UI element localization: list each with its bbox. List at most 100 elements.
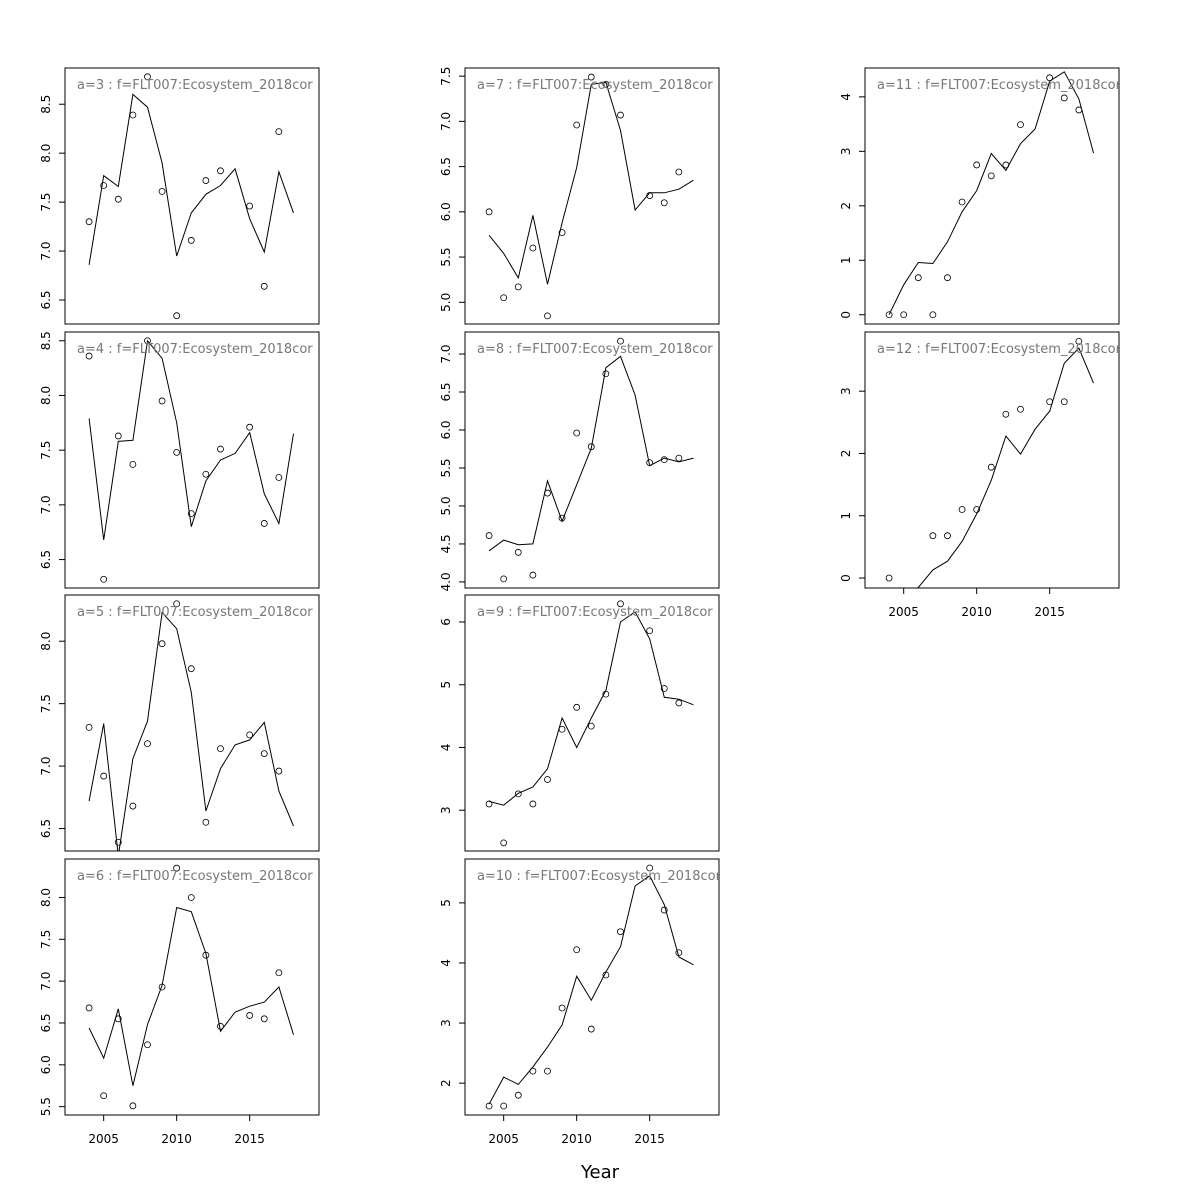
observed-point xyxy=(1060,398,1068,406)
observed-point xyxy=(187,894,195,901)
observed-point xyxy=(558,725,566,733)
observed-point xyxy=(158,187,166,195)
y-tick-label: 8.5 xyxy=(39,95,53,114)
observed-point xyxy=(558,229,566,237)
observed-point xyxy=(646,192,654,199)
panel-frame xyxy=(464,858,720,1116)
plot-area xyxy=(85,864,294,1110)
observed-point xyxy=(129,111,137,119)
panel-title: a=8 : f=FLT007:Ecosystem_2018cor xyxy=(477,342,713,357)
x-tick-label: 2005 xyxy=(888,605,919,619)
observed-point xyxy=(500,839,508,847)
y-tick-label: 4 xyxy=(839,93,853,101)
panel: a=10 : f=FLT007:Ecosystem_2018cor 2 3 4 5 200… xyxy=(439,858,720,1146)
panel-frame xyxy=(64,858,320,1116)
observed-point xyxy=(573,121,581,129)
y-tick-label: 7.0 xyxy=(439,344,453,363)
y-tick-label: 7.0 xyxy=(39,495,53,514)
observed-point xyxy=(1060,94,1068,102)
y-tick-label: 3 xyxy=(439,1019,453,1027)
observed-point xyxy=(617,111,624,119)
y-tick-label: 8.0 xyxy=(39,386,53,405)
panel: a=9 : f=FLT007:Ecosystem_2018cor 3 4 5 6 xyxy=(439,594,720,852)
observed-point xyxy=(173,600,181,608)
observed-point xyxy=(944,274,951,282)
y-tick-label: 6.5 xyxy=(39,1013,53,1032)
y-tick-label: 7.0 xyxy=(39,242,53,261)
observed-point xyxy=(217,445,224,453)
observed-point xyxy=(1046,398,1054,406)
fit-line xyxy=(88,339,294,540)
observed-point xyxy=(1046,74,1054,82)
observed-point xyxy=(602,971,610,979)
observed-point xyxy=(514,1091,522,1099)
observed-point xyxy=(187,665,195,673)
observed-point xyxy=(558,1004,566,1012)
panel-title: a=9 : f=FLT007:Ecosystem_2018cor xyxy=(477,605,713,620)
observed-point xyxy=(587,1025,595,1033)
y-tick-label: 6 xyxy=(439,618,453,626)
observed-point xyxy=(202,177,210,184)
panel-title: a=5 : f=FLT007:Ecosystem_2018cor xyxy=(77,605,313,620)
panel-frame xyxy=(864,331,1120,589)
x-tick-label: 2005 xyxy=(488,1132,519,1146)
observed-point xyxy=(675,454,683,462)
panel-frame xyxy=(464,331,720,589)
plot-area xyxy=(485,600,694,847)
observed-point xyxy=(129,1102,137,1110)
fit-line xyxy=(88,611,294,851)
fit-line xyxy=(488,611,694,806)
fit-line xyxy=(488,355,694,552)
y-tick-label: 6.5 xyxy=(439,157,453,176)
observed-point xyxy=(544,312,551,320)
observed-point xyxy=(1017,121,1024,129)
panel-frame xyxy=(64,594,320,852)
observed-point xyxy=(602,370,610,378)
observed-point xyxy=(1002,161,1010,169)
observed-point xyxy=(485,1102,493,1110)
y-tick-label: 7.0 xyxy=(39,972,53,991)
observed-point xyxy=(85,723,93,731)
observed-point xyxy=(114,195,122,203)
y-tick-label: 6.5 xyxy=(39,290,53,309)
observed-point xyxy=(202,951,210,959)
fit-line xyxy=(917,347,1094,588)
y-tick-label: 5.5 xyxy=(439,248,453,267)
y-tick-label: 8.5 xyxy=(39,331,53,350)
y-tick-label: 4 xyxy=(439,744,453,752)
observed-point xyxy=(85,218,93,226)
observed-point xyxy=(529,244,537,252)
fit-line xyxy=(88,93,294,265)
observed-point xyxy=(660,199,668,207)
y-tick-label: 7.5 xyxy=(39,930,53,949)
y-tick-label: 6.5 xyxy=(39,819,53,838)
x-tick-label: 2010 xyxy=(161,1132,192,1146)
observed-point xyxy=(202,818,210,826)
plot-area xyxy=(85,600,294,851)
x-axis-label: Year xyxy=(580,1162,620,1183)
observed-point xyxy=(900,311,908,319)
y-tick-label: 5 xyxy=(439,899,453,907)
panel-frame xyxy=(64,67,320,325)
observed-point xyxy=(1075,106,1083,114)
observed-point xyxy=(987,172,995,180)
observed-point xyxy=(1002,410,1010,418)
observed-point xyxy=(114,432,122,440)
panel-frame xyxy=(64,331,320,589)
y-tick-label: 3 xyxy=(839,387,853,395)
plot-area xyxy=(485,864,694,1110)
observed-point xyxy=(144,73,151,81)
observed-point xyxy=(246,731,254,739)
observed-point xyxy=(85,352,93,360)
panel-title: a=11 : f=FLT007:Ecosystem_2018cor xyxy=(877,78,1122,93)
observed-point xyxy=(217,745,224,752)
x-tick-label: 2010 xyxy=(561,1132,592,1146)
observed-point xyxy=(587,443,595,451)
panel-title: a=6 : f=FLT007:Ecosystem_2018cor xyxy=(77,869,313,884)
y-tick-label: 8.0 xyxy=(39,888,53,907)
x-tick-label: 2015 xyxy=(634,1132,665,1146)
observed-point xyxy=(500,575,508,583)
observed-point xyxy=(514,283,522,291)
